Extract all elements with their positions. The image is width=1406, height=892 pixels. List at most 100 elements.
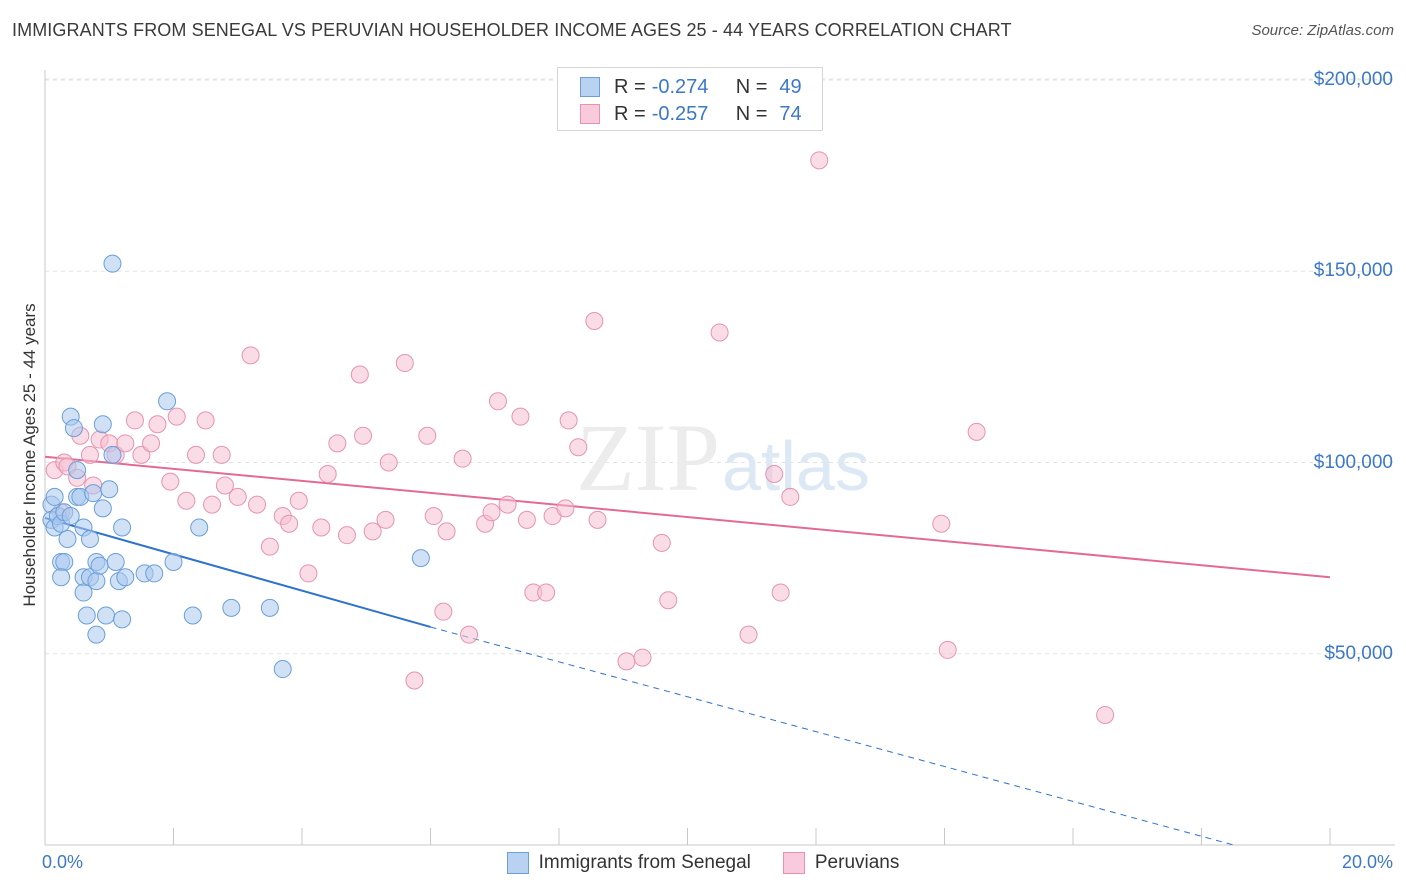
senegal-point	[93, 499, 112, 518]
peru-point	[196, 411, 215, 430]
senegal-point	[55, 552, 74, 571]
senegal-point	[61, 507, 80, 526]
peru-point	[585, 311, 604, 330]
peru-point	[167, 407, 186, 426]
r-value-senegal: -0.274	[651, 75, 709, 98]
senegal-point	[77, 606, 96, 625]
peru-point	[517, 510, 536, 529]
senegal-point	[222, 598, 241, 617]
senegal-point	[411, 549, 430, 568]
peru-point	[363, 522, 382, 541]
peru-point	[569, 438, 588, 457]
peru-point	[132, 445, 151, 464]
peru-point	[810, 151, 829, 170]
peru-point	[710, 323, 729, 342]
peru-point	[186, 445, 205, 464]
x-tick-max: 20.0%	[1341, 852, 1393, 872]
peru-trend-line	[44, 455, 1331, 579]
x-tick-min: 0.0%	[42, 852, 84, 872]
senegal-point	[64, 419, 83, 438]
peru-point	[460, 625, 479, 644]
senegal-point	[183, 606, 202, 625]
senegal-point	[100, 480, 119, 499]
senegal-point	[58, 530, 77, 548]
peru-point	[116, 434, 135, 453]
peru-point	[318, 464, 337, 483]
legend-row-senegal: R = -0.274 N = 49	[580, 74, 802, 100]
senegal-point	[93, 415, 112, 434]
legend-item-peru: Peruvians	[782, 852, 900, 874]
senegal-point	[74, 583, 93, 602]
senegal-point	[273, 660, 292, 679]
peru-point	[652, 533, 671, 552]
senegal-point	[97, 606, 116, 625]
senegal-point	[45, 487, 64, 506]
senegal-points	[42, 254, 430, 679]
peru-point	[453, 449, 472, 468]
peru-point	[203, 495, 222, 514]
senegal-point	[68, 461, 87, 480]
senegal-point	[190, 518, 209, 537]
peru-point	[771, 583, 790, 602]
peru-point	[328, 434, 347, 453]
peru-point	[559, 411, 578, 430]
peru-point	[511, 407, 530, 426]
y-tick-label: $100,000	[1313, 451, 1393, 473]
senegal-point	[90, 556, 109, 575]
senegal-point	[113, 610, 132, 629]
senegal-point	[52, 568, 71, 587]
senegal-point	[116, 568, 135, 587]
y-tick-label: $50,000	[1324, 642, 1393, 664]
peru-point	[482, 503, 501, 522]
peru-point	[125, 411, 144, 430]
senegal-point	[145, 564, 164, 583]
senegal-trend-extension	[430, 626, 1234, 846]
peru-point	[437, 522, 456, 541]
peru-point	[588, 510, 607, 529]
peru-point	[659, 591, 678, 610]
senegal-swatch	[580, 77, 600, 97]
chart-title: IMMIGRANTS FROM SENEGAL VS PERUVIAN HOUS…	[12, 20, 1012, 40]
peruvians-points	[45, 151, 1115, 724]
peru-point	[337, 526, 356, 545]
peru-point	[212, 445, 231, 464]
peru-point	[1096, 705, 1115, 724]
r-label: R =	[614, 75, 646, 98]
peru-point	[228, 487, 247, 506]
n-label: N =	[735, 102, 768, 125]
peru-point	[967, 422, 986, 441]
peru-point	[424, 507, 443, 526]
senegal-point	[103, 254, 122, 273]
peru-point	[177, 491, 196, 510]
peru-point	[633, 648, 652, 667]
peru-point	[148, 415, 167, 434]
peru-point	[241, 346, 260, 365]
senegal-point	[106, 552, 125, 571]
peru-point	[765, 464, 784, 483]
peru-point	[395, 354, 414, 373]
senegal-legend-swatch	[506, 852, 529, 874]
peru-legend-label: Peruvians	[814, 852, 900, 873]
peru-point	[299, 564, 318, 583]
peru-point	[498, 495, 517, 514]
senegal-point	[87, 625, 106, 644]
senegal-point	[113, 518, 132, 537]
senegal-trend-line	[44, 517, 431, 628]
n-value-senegal: 49	[779, 75, 802, 98]
senegal-point	[158, 392, 177, 411]
peru-point	[556, 499, 575, 518]
legend-row-peru: R = -0.257 N = 74	[580, 101, 802, 127]
trend-lines	[44, 455, 1331, 846]
senegal-point	[260, 598, 279, 617]
grid-lines	[45, 78, 1395, 655]
senegal-legend-label: Immigrants from Senegal	[538, 852, 751, 873]
peru-point	[405, 671, 424, 690]
peru-point	[350, 365, 369, 384]
axes	[44, 70, 1395, 846]
senegal-point	[164, 552, 183, 571]
peru-point	[215, 476, 234, 495]
series-legend: Immigrants from Senegal Peruvians	[0, 852, 1406, 874]
source-label: Source: ZipAtlas.com	[1251, 22, 1394, 39]
n-value-peru: 74	[779, 102, 802, 125]
